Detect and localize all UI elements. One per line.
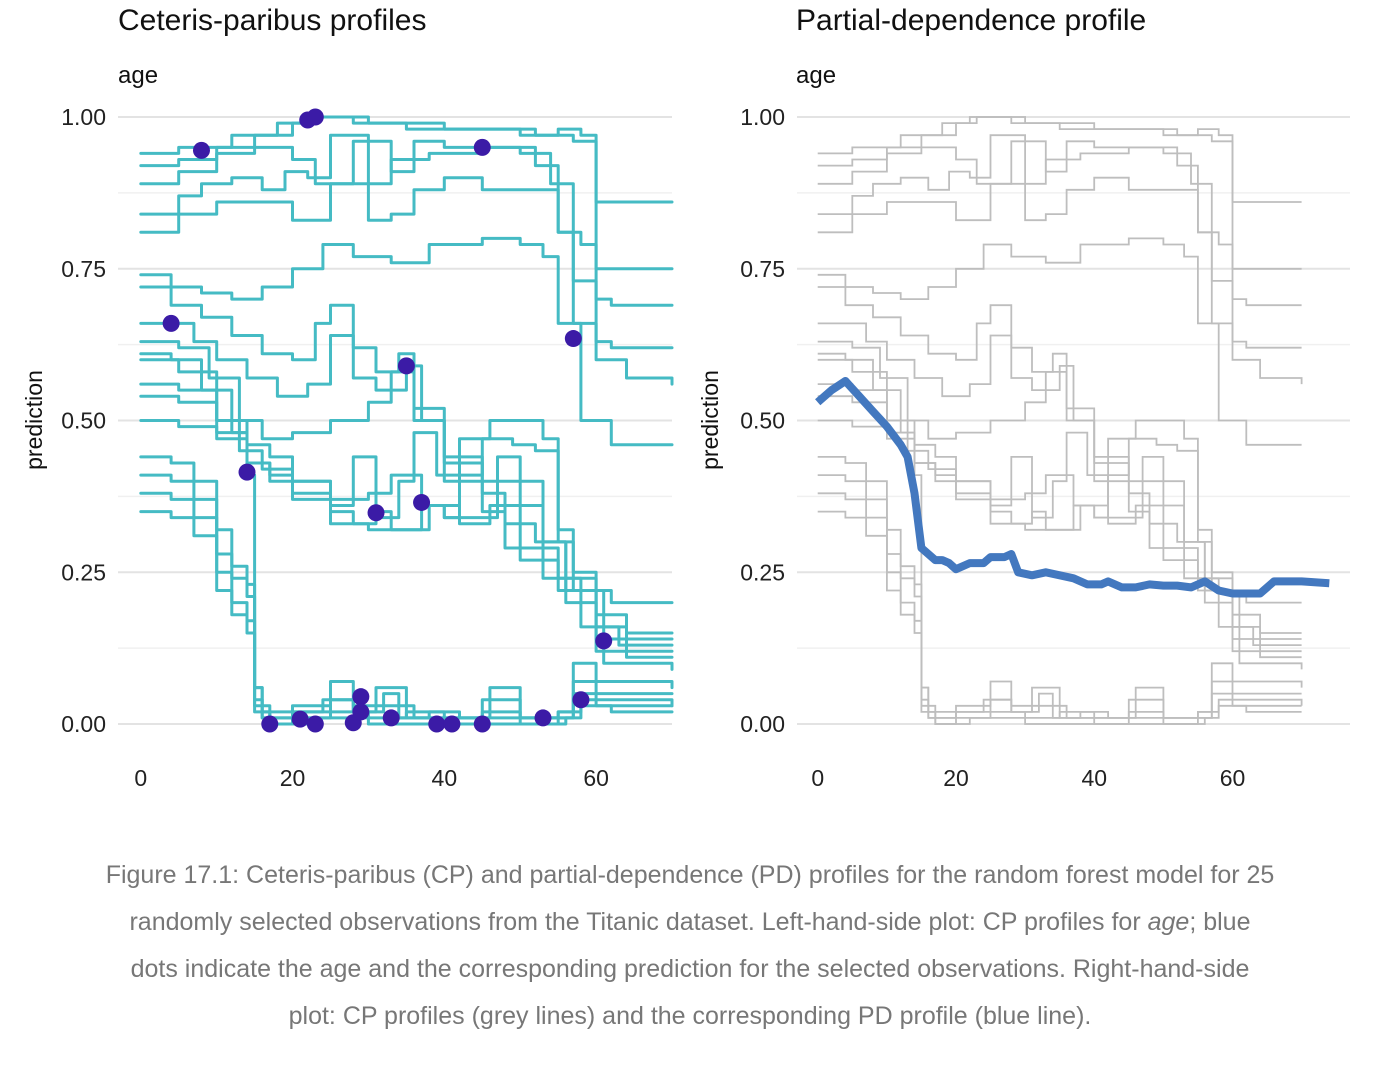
figure-caption: Figure 17.1: Ceteris-paribus (CP) and pa… <box>0 852 1380 1040</box>
observation-point <box>352 688 370 706</box>
x-tick-label: 0 <box>134 765 147 791</box>
chart-title: Partial-dependence profile <box>796 4 1146 37</box>
x-tick-label: 40 <box>432 765 458 791</box>
cp-profile-line <box>139 394 674 659</box>
observation-point <box>367 504 385 522</box>
y-tick-label: 1.00 <box>740 104 785 130</box>
cp-profile-line-grey <box>817 176 1303 385</box>
caption-text: ; blue <box>1189 908 1251 936</box>
x-tick-label: 40 <box>1081 765 1107 791</box>
x-tick-label: 20 <box>943 765 969 791</box>
cp-profile-line-grey <box>817 237 1302 446</box>
y-tick-label: 1.00 <box>61 104 106 130</box>
y-tick-label: 0.25 <box>740 559 785 585</box>
cp-lines-grey <box>817 116 1303 725</box>
observation-point <box>428 715 446 733</box>
chart-title: Ceteris-paribus profiles <box>118 4 426 37</box>
observation-point <box>473 715 491 733</box>
cp-profile-line-grey <box>817 419 1303 670</box>
y-axis-label: prediction <box>21 370 47 470</box>
observation-point <box>382 709 400 727</box>
caption-emphasis: age <box>1147 908 1190 936</box>
pd-panel: Partial-dependence profile age predictio… <box>697 4 1350 791</box>
x-tick-label: 0 <box>811 765 824 791</box>
observation-point <box>306 108 324 126</box>
caption-line: Figure 17.1: Ceteris-paribus (CP) and pa… <box>105 861 1275 889</box>
chart-subtitle: age <box>796 62 836 89</box>
x-tick-label: 60 <box>1220 765 1246 791</box>
cp-profile-line-grey <box>817 352 1303 719</box>
tick-labels: 0.00 0.25 0.50 0.75 1.00 0 20 40 60 <box>61 104 609 791</box>
caption-text: randomly selected observations from the … <box>129 908 1148 936</box>
observation-point <box>306 715 324 733</box>
y-tick-label: 0.75 <box>61 256 106 282</box>
x-tick-label: 20 <box>280 765 306 791</box>
x-tick-label: 60 <box>583 765 609 791</box>
observation-point <box>595 632 613 650</box>
cp-profile-line-grey <box>817 322 1302 634</box>
observation-point <box>572 691 590 709</box>
cp-profile-line-grey <box>817 140 1302 307</box>
observation-point <box>413 493 431 511</box>
observation-point <box>352 703 370 721</box>
cp-profile-line <box>139 473 674 720</box>
cp-profile-line <box>139 382 674 653</box>
observation-point <box>291 710 309 728</box>
caption-line: dots indicate the age and the correspond… <box>130 955 1250 983</box>
cp-profile-line <box>139 139 674 307</box>
observation-point <box>564 330 582 348</box>
cp-profile-line <box>139 419 674 671</box>
chart-subtitle: age <box>118 62 158 89</box>
observation-point <box>238 463 256 481</box>
y-tick-label: 0.00 <box>740 711 785 737</box>
cp-profile-line <box>139 236 674 447</box>
observation-point <box>162 314 180 332</box>
cp-profile-line-grey <box>817 134 1302 349</box>
y-tick-label: 0.75 <box>740 256 785 282</box>
cp-profile-line <box>139 176 674 386</box>
pd-profile-line <box>815 377 1330 598</box>
y-tick-label: 0.50 <box>740 408 785 434</box>
caption-line: plot: CP profiles (grey lines) and the c… <box>288 1002 1092 1030</box>
y-tick-label: 0.00 <box>61 711 106 737</box>
observation-point <box>473 138 491 156</box>
y-tick-label: 0.25 <box>61 559 106 585</box>
y-axis-label: prediction <box>697 370 723 470</box>
cp-profile-line <box>139 285 674 605</box>
figure-svg: Ceteris-paribus profiles age prediction … <box>21 4 1350 791</box>
cp-profile-line-grey <box>817 286 1302 604</box>
observation-point <box>397 357 415 375</box>
observation-point <box>261 715 279 733</box>
observation-point <box>443 715 461 733</box>
observation-point <box>534 709 552 727</box>
pd-line-group <box>815 377 1330 598</box>
cp-profile-line-grey <box>817 340 1302 640</box>
caption-line: randomly selected observations from the … <box>0 899 1380 946</box>
y-tick-label: 0.50 <box>61 408 106 434</box>
observation-points <box>162 108 613 733</box>
tick-labels: 0.00 0.25 0.50 0.75 1.00 0 20 40 60 <box>740 104 1245 791</box>
cp-profile-line-grey <box>817 383 1302 653</box>
observation-point <box>192 141 210 159</box>
cp-panel: Ceteris-paribus profiles age prediction … <box>21 4 674 791</box>
